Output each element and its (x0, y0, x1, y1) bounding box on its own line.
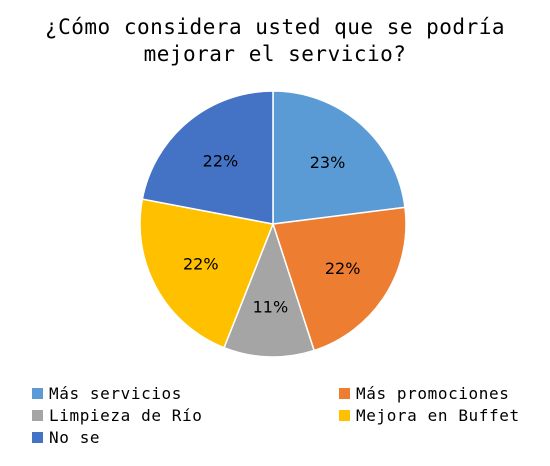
pie-slice-label-4: 22% (183, 255, 219, 274)
pie-slice-label-3: 11% (253, 297, 289, 316)
pie-slice-4 (139, 198, 275, 349)
legend-swatch-2 (339, 388, 350, 399)
legend-label-5: No se (49, 428, 101, 447)
pie-slice-2 (272, 206, 407, 352)
legend-item-3: Limpieza de Río (32, 406, 203, 425)
legend-label-3: Limpieza de Río (49, 406, 203, 425)
pie-slice-label-5: 22% (203, 151, 239, 170)
legend-label-4: Mejora en Buffet (356, 406, 520, 425)
pie-slice-1 (272, 90, 406, 225)
legend-label-1: Más servicios (49, 384, 183, 403)
legend-item-5: No se (32, 428, 100, 447)
legend-swatch-3 (32, 410, 43, 421)
pie-slice-label-2: 22% (325, 259, 361, 278)
legend-swatch-5 (32, 432, 43, 443)
pie-slice-3 (223, 221, 316, 358)
legend-swatch-4 (339, 410, 350, 421)
chart-title-line-1: ¿Cómo considera usted que se podría (44, 15, 505, 39)
legend-item-2: Más promociones (339, 384, 510, 403)
legend-swatch-1 (32, 388, 43, 399)
chart-title: ¿Cómo considera usted que se podría mejo… (0, 14, 550, 68)
legend-item-1: Más servicios (32, 384, 182, 403)
legend-item-4: Mejora en Buffet (339, 406, 520, 425)
pie-slice-label-1: 23% (310, 153, 346, 172)
pie-slice-5 (141, 90, 274, 225)
legend-label-2: Más promociones (356, 384, 510, 403)
chart-title-line-2: mejorar el servicio? (143, 42, 407, 66)
